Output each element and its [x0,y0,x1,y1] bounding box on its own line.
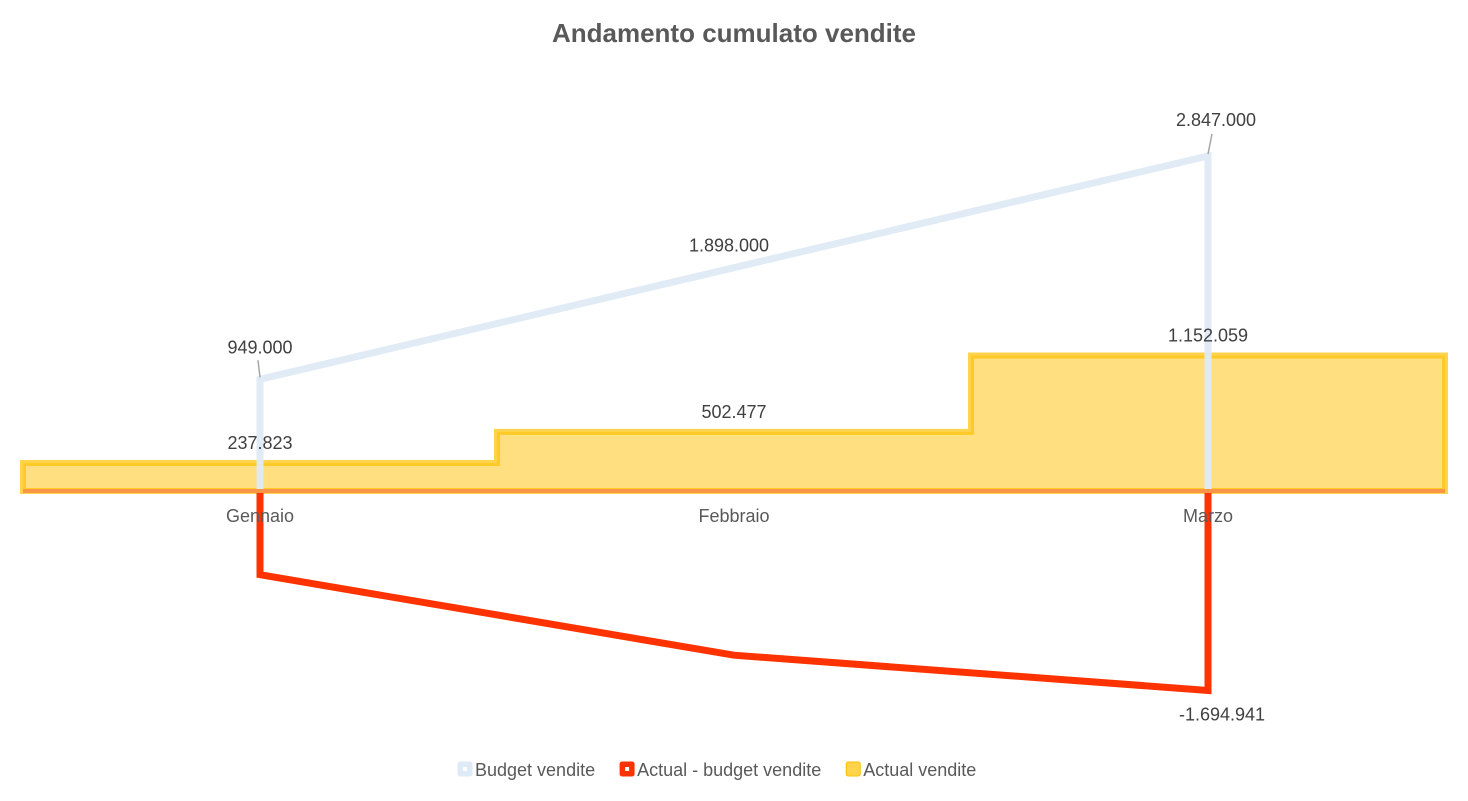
legend-label: Actual vendite [863,760,976,780]
legend-item[interactable]: Actual - budget vendite [619,760,821,780]
data-label-leader-line [1207,133,1213,155]
legend-marker [463,767,467,771]
actual-budget-diff-line-group [256,491,1212,695]
budget-vendite-line-group [256,151,1212,491]
actual-budget-diff-point [733,654,735,657]
x-axis: Gennaio Febbraio Marzo [23,489,1445,526]
budget-vendite-data-label: 1.898.000 [689,236,769,256]
budget-vendite-point [259,378,261,381]
actual-vendite-area-group [20,352,1448,494]
x-tick-label: Gennaio [226,506,294,526]
legend-label: Actual - budget vendite [637,760,821,780]
budget-vendite-point [733,266,735,269]
actual-vendite-data-label: 237.823 [227,433,292,453]
budget-vendite-data-label: 2.847.000 [1176,110,1256,130]
budget-vendite-data-label: 949.000 [227,337,292,357]
data-label-leader-line [257,360,261,378]
data-labels-group: 949.000 1.898.000 2.847.000 237.823 502.477 1… [227,110,1265,724]
chart-title: Andamento cumulato vendite [552,18,916,48]
legend-item[interactable]: Budget vendite [457,760,595,780]
legend-label: Budget vendite [475,760,595,780]
legend[interactable]: Budget vendite Actual - budget vendite Act… [457,760,976,780]
actual-budget-diff-point [1207,689,1209,692]
legend-item[interactable]: Actual vendite [845,760,976,780]
actual-budget-diff-point [259,573,261,576]
actual-vendite-data-label: 1.152.059 [1168,325,1248,345]
legend-marker [625,767,630,771]
budget-vendite-point [1207,155,1209,157]
legend-swatch [845,761,861,777]
x-tick-label: Marzo [1183,506,1233,526]
actual-vendite-data-label: 502.477 [701,402,766,422]
actual-vendite-area [20,352,1448,494]
actual-budget-diff-data-label: -1.694.941 [1179,704,1265,724]
x-tick-label: Febbraio [698,506,769,526]
